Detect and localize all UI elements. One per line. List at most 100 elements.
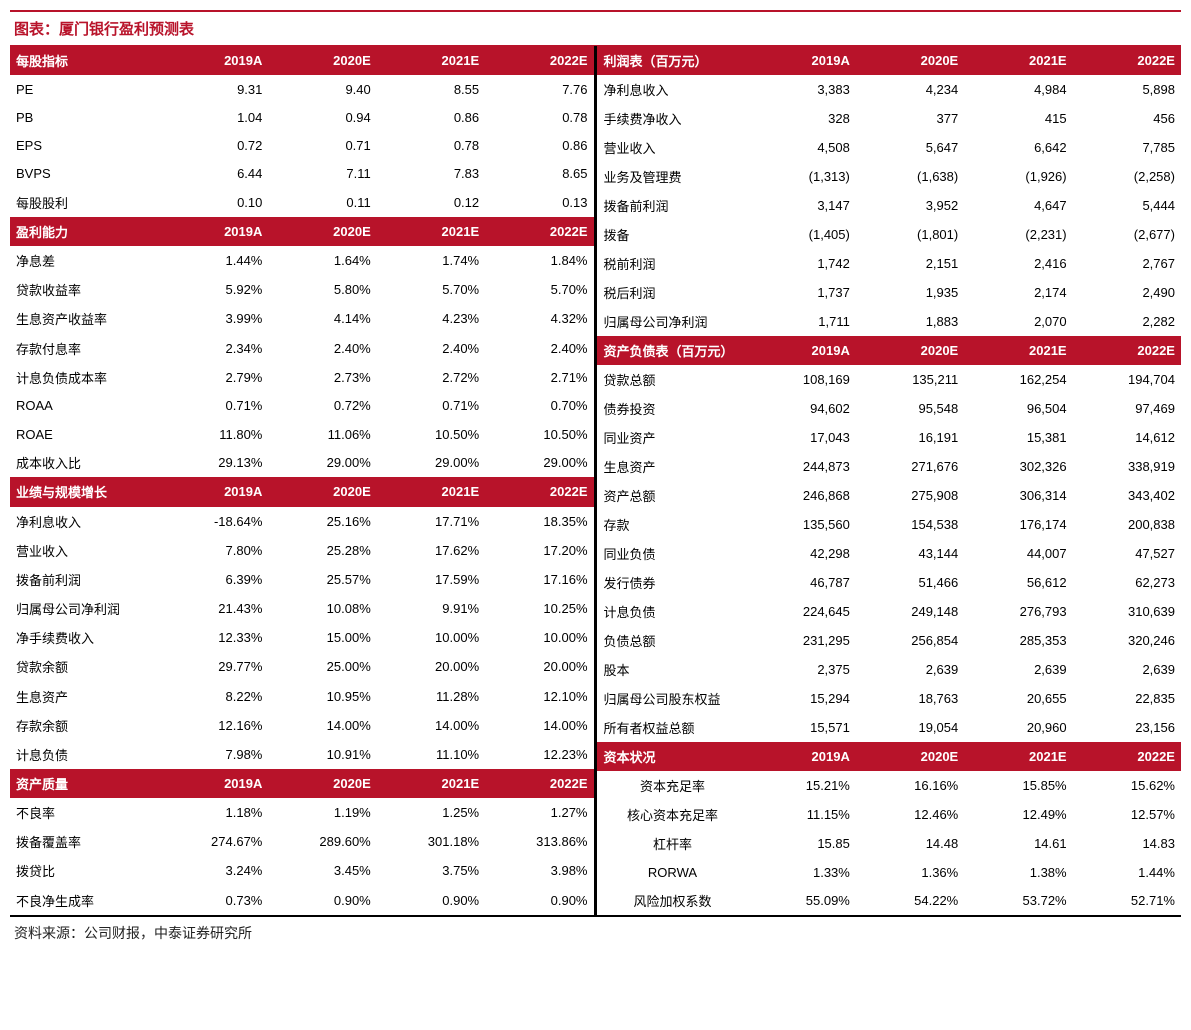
data-cell: 1,742 — [747, 249, 855, 278]
data-cell: (1,313) — [747, 162, 855, 191]
table-row: 归属母公司净利润21.43%10.08%9.91%10.25% — [10, 594, 594, 623]
data-cell: 246,868 — [747, 481, 855, 510]
data-cell: 0.71% — [377, 392, 485, 420]
row-label: 资本充足率 — [597, 771, 747, 800]
data-cell: 1.84% — [485, 246, 593, 275]
year-header: 2021E — [964, 742, 1072, 771]
data-cell: (1,638) — [856, 162, 964, 191]
data-cell: 9.91% — [377, 594, 485, 623]
section-header-label: 盈利能力 — [10, 217, 160, 246]
row-label: 同业资产 — [597, 423, 747, 452]
table-row: 同业负债42,29843,14444,00747,527 — [597, 539, 1181, 568]
data-cell: 21.43% — [160, 594, 268, 623]
data-cell: 3.99% — [160, 304, 268, 333]
data-cell: 15,571 — [747, 713, 855, 742]
data-cell: -18.64% — [160, 507, 268, 536]
section-header-label: 资本状况 — [597, 742, 747, 771]
data-cell: 176,174 — [964, 510, 1072, 539]
data-cell: 17,043 — [747, 423, 855, 452]
data-cell: 10.91% — [268, 740, 376, 769]
data-cell: 0.78 — [377, 131, 485, 159]
data-cell: 11.80% — [160, 420, 268, 448]
table-row: 税后利润1,7371,9352,1742,490 — [597, 278, 1181, 307]
left-table: 每股指标2019A2020E2021E2022EPE9.319.408.557.… — [10, 46, 594, 915]
data-cell: 244,873 — [747, 452, 855, 481]
data-cell: 56,612 — [964, 568, 1072, 597]
row-label: RORWA — [597, 858, 747, 886]
data-cell: 18,763 — [856, 684, 964, 713]
data-cell: 15.21% — [747, 771, 855, 800]
row-label: BVPS — [10, 160, 160, 188]
data-cell: 8.22% — [160, 681, 268, 710]
row-label: 税前利润 — [597, 249, 747, 278]
data-cell: 0.94 — [268, 103, 376, 131]
data-cell: 154,538 — [856, 510, 964, 539]
data-cell: 1.44% — [1073, 858, 1181, 886]
year-header: 2021E — [964, 46, 1072, 75]
data-cell: 9.31 — [160, 75, 268, 103]
row-label: 净息差 — [10, 246, 160, 275]
year-header: 2022E — [485, 477, 593, 506]
data-cell: 25.57% — [268, 565, 376, 594]
row-label: 拨备 — [597, 220, 747, 249]
data-cell: 1.44% — [160, 246, 268, 275]
data-cell: 19,054 — [856, 713, 964, 742]
table-row: 所有者权益总额15,57119,05420,96023,156 — [597, 713, 1181, 742]
table-row: 净利息收入3,3834,2344,9845,898 — [597, 75, 1181, 104]
data-cell: 2,639 — [856, 655, 964, 684]
data-cell: 1.19% — [268, 798, 376, 827]
data-cell: 271,676 — [856, 452, 964, 481]
data-cell: 12.23% — [485, 740, 593, 769]
data-cell: 285,353 — [964, 626, 1072, 655]
data-cell: 7.76 — [485, 75, 593, 103]
row-label: 营业收入 — [597, 133, 747, 162]
data-cell: 62,273 — [1073, 568, 1181, 597]
data-cell: 5.80% — [268, 275, 376, 304]
data-cell: 200,838 — [1073, 510, 1181, 539]
data-cell: 18.35% — [485, 507, 593, 536]
row-label: 杠杆率 — [597, 829, 747, 858]
year-header: 2021E — [377, 217, 485, 246]
row-label: 风险加权系数 — [597, 886, 747, 915]
data-cell: 2,282 — [1073, 307, 1181, 336]
data-cell: 256,854 — [856, 626, 964, 655]
data-cell: 0.90% — [377, 886, 485, 915]
data-cell: 5,444 — [1073, 191, 1181, 220]
data-cell: 377 — [856, 104, 964, 133]
table-row: PB1.040.940.860.78 — [10, 103, 594, 131]
section-header-label: 资产质量 — [10, 769, 160, 798]
year-header: 2019A — [160, 217, 268, 246]
data-cell: 1,935 — [856, 278, 964, 307]
section-header-label: 业绩与规模增长 — [10, 477, 160, 506]
table-row: 负债总额231,295256,854285,353320,246 — [597, 626, 1181, 655]
data-cell: 0.90% — [485, 886, 593, 915]
table-row: 存款135,560154,538176,174200,838 — [597, 510, 1181, 539]
table-row: 存款付息率2.34%2.40%2.40%2.40% — [10, 334, 594, 363]
table-row: 手续费净收入328377415456 — [597, 104, 1181, 133]
data-cell: 2.71% — [485, 363, 593, 392]
row-label: 拨贷比 — [10, 856, 160, 885]
data-cell: 15.62% — [1073, 771, 1181, 800]
table-row: 贷款余额29.77%25.00%20.00%20.00% — [10, 652, 594, 681]
table-row: 存款余额12.16%14.00%14.00%14.00% — [10, 711, 594, 740]
data-cell: 94,602 — [747, 394, 855, 423]
table-row: 每股股利0.100.110.120.13 — [10, 188, 594, 217]
data-cell: 2,151 — [856, 249, 964, 278]
data-cell: 320,246 — [1073, 626, 1181, 655]
data-cell: 1.04 — [160, 103, 268, 131]
data-cell: 15.85 — [747, 829, 855, 858]
row-label: 拨备覆盖率 — [10, 827, 160, 856]
row-label: 净利息收入 — [597, 75, 747, 104]
data-cell: 0.73% — [160, 886, 268, 915]
table-row: EPS0.720.710.780.86 — [10, 131, 594, 159]
data-cell: 5.70% — [485, 275, 593, 304]
data-cell: 22,835 — [1073, 684, 1181, 713]
data-cell: 96,504 — [964, 394, 1072, 423]
year-header: 2021E — [377, 477, 485, 506]
data-cell: 1.33% — [747, 858, 855, 886]
table-row: 不良净生成率0.73%0.90%0.90%0.90% — [10, 886, 594, 915]
data-cell: 10.00% — [377, 623, 485, 652]
row-label: 贷款总额 — [597, 365, 747, 394]
row-label: 不良净生成率 — [10, 886, 160, 915]
table-row: 资产总额246,868275,908306,314343,402 — [597, 481, 1181, 510]
